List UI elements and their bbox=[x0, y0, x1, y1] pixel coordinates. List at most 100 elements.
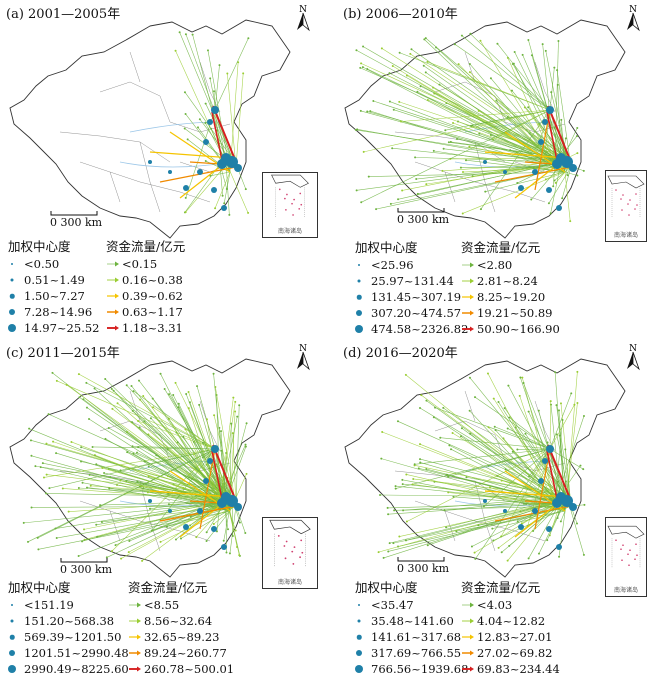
flow-arrow-icon bbox=[462, 602, 474, 608]
flow-origin bbox=[48, 487, 51, 490]
province-boundary bbox=[109, 171, 211, 203]
flow-origin bbox=[41, 462, 44, 465]
flow-origin bbox=[468, 145, 471, 148]
inset-map bbox=[271, 174, 309, 219]
flow-origin bbox=[204, 160, 207, 163]
flow-origin bbox=[174, 49, 177, 52]
flow-origin bbox=[184, 112, 187, 115]
node-legend-row: <25.96 bbox=[355, 257, 468, 273]
flow-class-label: 2.81~8.24 bbox=[477, 274, 538, 288]
flow-origin bbox=[82, 398, 85, 401]
china-flow-map bbox=[9, 358, 291, 578]
flow-legend-row: 2.81~8.24 bbox=[461, 273, 560, 289]
node-class-label: 2990.49~8225.60 bbox=[24, 662, 129, 676]
island-dot bbox=[292, 563, 295, 565]
flow-origin bbox=[26, 540, 29, 543]
province-boundary bbox=[464, 390, 476, 422]
flow-class-label: 69.83~234.44 bbox=[477, 662, 560, 676]
flow-line bbox=[461, 427, 562, 502]
node-class-label: 7.28~14.96 bbox=[24, 305, 93, 319]
flow-origin bbox=[204, 102, 207, 105]
flow-origin bbox=[112, 389, 115, 392]
flow-line bbox=[184, 92, 233, 159]
island-dot bbox=[284, 557, 287, 560]
flow-line bbox=[450, 141, 568, 159]
flow-origin bbox=[425, 183, 428, 186]
scale-tick bbox=[60, 558, 108, 563]
map-layer bbox=[344, 358, 626, 578]
city-node bbox=[542, 119, 548, 125]
flow-origin bbox=[184, 196, 187, 199]
flow-origin bbox=[192, 452, 195, 455]
node-legend-row: 2990.49~8225.60 bbox=[8, 661, 129, 677]
flow-origin bbox=[393, 509, 396, 512]
island-dot bbox=[278, 188, 281, 191]
flow-origin bbox=[455, 137, 458, 140]
flow-line bbox=[212, 444, 237, 502]
arrow-head bbox=[115, 309, 119, 315]
flow-origin bbox=[394, 485, 397, 488]
island-dot bbox=[292, 214, 294, 216]
flow-origin bbox=[136, 480, 139, 483]
node-legend-row: 14.97~25.52 bbox=[8, 320, 99, 336]
flow-origin bbox=[37, 548, 40, 551]
flow-origin bbox=[245, 422, 248, 425]
flow-origin bbox=[186, 138, 189, 141]
flow-line bbox=[175, 502, 221, 540]
inset-label: 南海诸岛 bbox=[277, 228, 302, 235]
flow-line bbox=[549, 393, 572, 450]
flow-origin bbox=[425, 399, 428, 402]
flow-origin bbox=[95, 463, 98, 466]
flow-origin bbox=[174, 538, 177, 541]
scale-label: 0 300 km bbox=[60, 563, 113, 576]
flow-origin bbox=[77, 373, 80, 376]
flow-origin bbox=[215, 530, 218, 533]
city-node bbox=[532, 508, 538, 514]
flow-origin bbox=[451, 432, 454, 435]
north-arrow-left bbox=[297, 352, 303, 369]
flow-origin bbox=[189, 515, 192, 518]
flow-origin bbox=[174, 381, 177, 384]
flow-origin bbox=[414, 156, 417, 159]
flow-origin bbox=[236, 415, 239, 418]
flow-line bbox=[549, 401, 552, 450]
flow-line bbox=[522, 54, 568, 159]
arrow-head bbox=[115, 325, 119, 331]
flow-origin bbox=[425, 468, 428, 471]
node-symbol bbox=[356, 650, 362, 656]
flow-line bbox=[419, 443, 562, 502]
flow-origin bbox=[461, 212, 464, 215]
flow-origin bbox=[205, 531, 208, 534]
flow-origin bbox=[432, 86, 435, 89]
flow-origin bbox=[554, 371, 557, 374]
flow-legend-row: 8.56~32.64 bbox=[128, 613, 234, 629]
flow-origin bbox=[105, 556, 108, 559]
inset-label: 南海诸岛 bbox=[613, 587, 638, 594]
island-dot bbox=[620, 198, 622, 200]
node-symbol bbox=[355, 325, 363, 333]
flow-origin bbox=[576, 126, 579, 129]
city-node bbox=[197, 508, 203, 514]
island-dot bbox=[635, 193, 637, 195]
flow-origin bbox=[360, 201, 363, 204]
flow-origin bbox=[510, 89, 513, 92]
flow-legend-row: 4.04~12.82 bbox=[461, 613, 560, 629]
flow-line bbox=[210, 171, 231, 177]
flow-origin bbox=[576, 152, 579, 155]
flow-origin bbox=[168, 393, 171, 396]
flow-class-label: 260.78~500.01 bbox=[144, 662, 235, 676]
flow-line bbox=[471, 500, 562, 547]
flow-line bbox=[219, 416, 238, 504]
north-arrow-graphic: N bbox=[297, 344, 310, 371]
flow-origin bbox=[212, 372, 215, 375]
flow-arrow-icon bbox=[129, 618, 141, 624]
flow-line bbox=[360, 63, 568, 159]
node-symbol bbox=[357, 619, 361, 623]
flow-origin bbox=[61, 487, 64, 490]
flow-origin bbox=[187, 390, 190, 393]
node-class-label: 25.97~131.44 bbox=[371, 274, 454, 288]
flow-line bbox=[356, 163, 556, 191]
flow-origin bbox=[576, 370, 579, 373]
flow-origin bbox=[397, 198, 400, 201]
flow-origin bbox=[392, 108, 395, 111]
